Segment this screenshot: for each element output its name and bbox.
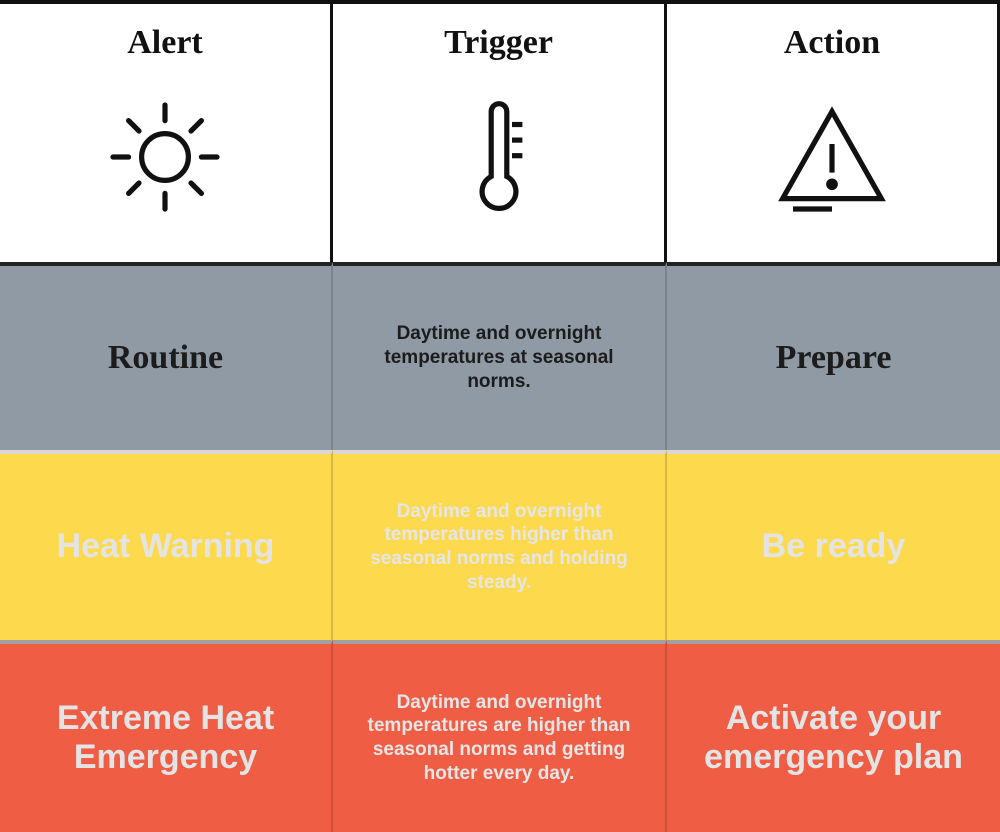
header-action: Action (667, 0, 1000, 262)
action-label: Activate your emergency plan (704, 698, 963, 776)
column-header: Action (783, 24, 881, 61)
sun-icon (110, 102, 220, 212)
action-label: Prepare (775, 339, 892, 377)
row-heat-warning-trigger: Daytime and overnight temperatures highe… (333, 450, 667, 640)
row-extreme-heat-action: Activate your emergency plan (667, 640, 1000, 832)
row-heat-warning-action: Be ready (667, 450, 1000, 640)
header-trigger: Trigger (333, 0, 667, 262)
row-routine-trigger: Daytime and overnight temperatures at se… (333, 262, 667, 450)
warning-triangle-icon (778, 106, 886, 212)
column-header: Alert (127, 24, 203, 61)
alert-label: Heat Warning (56, 527, 275, 566)
row-routine-alert: Routine (0, 262, 333, 450)
thermometer-icon (479, 101, 522, 211)
trigger-text: Daytime and overnight temperatures at se… (384, 323, 614, 392)
trigger-text: Daytime and overnight temperatures highe… (370, 500, 628, 593)
row-routine-action: Prepare (667, 262, 1000, 450)
action-label: Be ready (761, 527, 906, 566)
trigger-text: Daytime and overnight temperatures are h… (367, 691, 631, 784)
row-heat-warning-alert: Heat Warning (0, 450, 333, 640)
column-header: Trigger (444, 24, 553, 61)
header-alert: Alert (0, 0, 333, 262)
alert-label: Routine (107, 339, 224, 377)
alert-label: Extreme Heat Emergency (56, 698, 275, 776)
row-extreme-heat-trigger: Daytime and overnight temperatures are h… (333, 640, 667, 832)
row-extreme-heat-alert: Extreme Heat Emergency (0, 640, 333, 832)
